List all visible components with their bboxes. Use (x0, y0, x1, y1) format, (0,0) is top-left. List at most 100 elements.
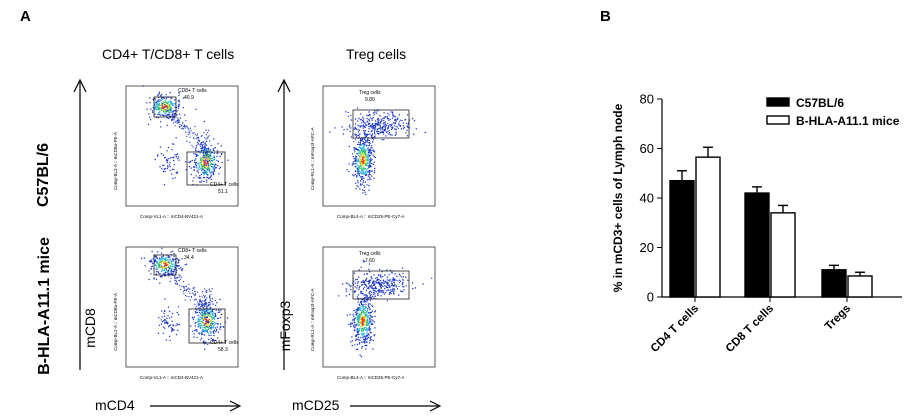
flow-event-dot (402, 276, 405, 278)
flow-event-dot (197, 304, 199, 306)
flow-event-dot (365, 279, 367, 281)
flow-event-dot (358, 304, 361, 306)
flow-event-dot (374, 315, 376, 318)
gate-label: Treg cells (359, 251, 381, 257)
flow-event-dot (357, 323, 359, 325)
flow-event-dot (370, 316, 372, 318)
flow-event-dot (201, 309, 203, 311)
flow-event-dot (362, 306, 364, 308)
flow-event-dot (362, 181, 364, 184)
flow-event-dot (200, 313, 202, 315)
flow-event-dot (204, 295, 206, 297)
flow-event-dot (377, 278, 380, 281)
flow-event-dot (162, 266, 164, 268)
flow-event-dot (213, 147, 215, 149)
flow-event-dot (359, 183, 362, 185)
flow-event-dot (217, 143, 219, 145)
flow-event-dot (388, 118, 390, 120)
flow-event-dot (202, 156, 204, 158)
flow-event-dot (395, 133, 397, 135)
flow-event-dot (383, 119, 385, 122)
flow-event-dot (400, 280, 402, 282)
flow-event-dot (203, 165, 205, 167)
flow-event-dot (362, 192, 364, 194)
legend-swatch (766, 97, 790, 107)
flow-event-dot (215, 309, 217, 311)
flow-event-dot (163, 257, 165, 259)
flow-event-dot (203, 132, 205, 134)
flow-plot-c57-cd4-cd8: CD8+ T cells 40.9 CD4+ T cells 51.1 Comp… (110, 82, 245, 222)
flow-event-dot (364, 151, 367, 153)
flow-event-dot (387, 128, 389, 130)
flow-event-dot (207, 326, 209, 328)
flow-event-dot (395, 118, 397, 120)
flow-event-dot (213, 312, 215, 314)
flow-event-dot (194, 303, 196, 305)
flow-event-dot (204, 154, 206, 156)
flow-event-dot (384, 115, 387, 118)
flow-event-dot (366, 332, 368, 335)
flow-event-dot (368, 128, 370, 130)
flow-event-dot (151, 266, 153, 268)
flow-event-dot (365, 156, 368, 158)
flow-event-dot (406, 129, 408, 132)
flow-event-dot (209, 299, 212, 301)
flow-event-dot (154, 259, 156, 261)
flow-event-dot (176, 269, 178, 271)
flow-event-dot (382, 117, 384, 120)
flow-event-dot (205, 309, 208, 311)
flow-event-dot (387, 126, 389, 128)
flow-event-dot (406, 135, 409, 137)
flow-event-dot (206, 302, 208, 304)
flow-event-dot (366, 120, 368, 122)
flow-event-dot (362, 171, 364, 173)
flow-event-dot (387, 281, 389, 284)
flow-event-dot (363, 341, 365, 343)
flow-event-dot (201, 160, 204, 162)
flow-event-dot (345, 282, 347, 284)
flow-event-dot (204, 302, 207, 304)
flow-event-dot (371, 147, 373, 149)
flow-event-dot (189, 127, 191, 129)
flow-event-dot (155, 273, 158, 275)
flow-event-dot (352, 325, 355, 327)
flow-event-dot (357, 141, 360, 143)
flow-event-dot (185, 131, 187, 133)
flow-event-dot (211, 312, 213, 315)
flow-event-dot (365, 141, 367, 143)
flow-event-dot (196, 153, 198, 155)
flow-event-dot (364, 171, 367, 173)
flow-event-dot (372, 125, 374, 127)
flow-event-dot (191, 330, 194, 333)
gate-value: 58.3 (218, 347, 228, 353)
flow-event-dot (405, 285, 407, 287)
flow-event-dot (348, 126, 351, 128)
flow-event-dot (181, 127, 183, 130)
flow-event-dot (357, 318, 359, 320)
flow-event-dot (372, 293, 374, 295)
flow-event-dot (380, 126, 382, 128)
flow-event-dot (186, 125, 188, 127)
flow-event-dot (167, 255, 170, 257)
flow-event-dot (372, 348, 374, 350)
flow-event-dot (375, 277, 377, 279)
flow-event-dot (163, 157, 166, 159)
flow-event-dot (365, 154, 367, 156)
flow-event-dot (170, 110, 172, 113)
plot-y-axis-text: Comp-RL1-A :: mFoxp3-APC-A (310, 127, 315, 190)
flow-event-dot (356, 143, 359, 146)
flow-event-dot (354, 166, 357, 168)
flow-event-dot (372, 141, 374, 143)
flow-event-dot (193, 153, 195, 155)
flow-event-dot (217, 165, 219, 167)
flow-event-dot (203, 334, 205, 336)
flow-event-dot (205, 140, 208, 143)
flow-event-dot (353, 280, 355, 282)
flow-event-dot (198, 311, 201, 314)
flow-event-dot (366, 159, 368, 161)
flow-event-dot (213, 334, 215, 337)
flow-event-dot (212, 303, 214, 305)
flow-event-dot (195, 321, 197, 324)
flow-event-dot (379, 282, 381, 285)
flow-event-dot (203, 177, 206, 179)
